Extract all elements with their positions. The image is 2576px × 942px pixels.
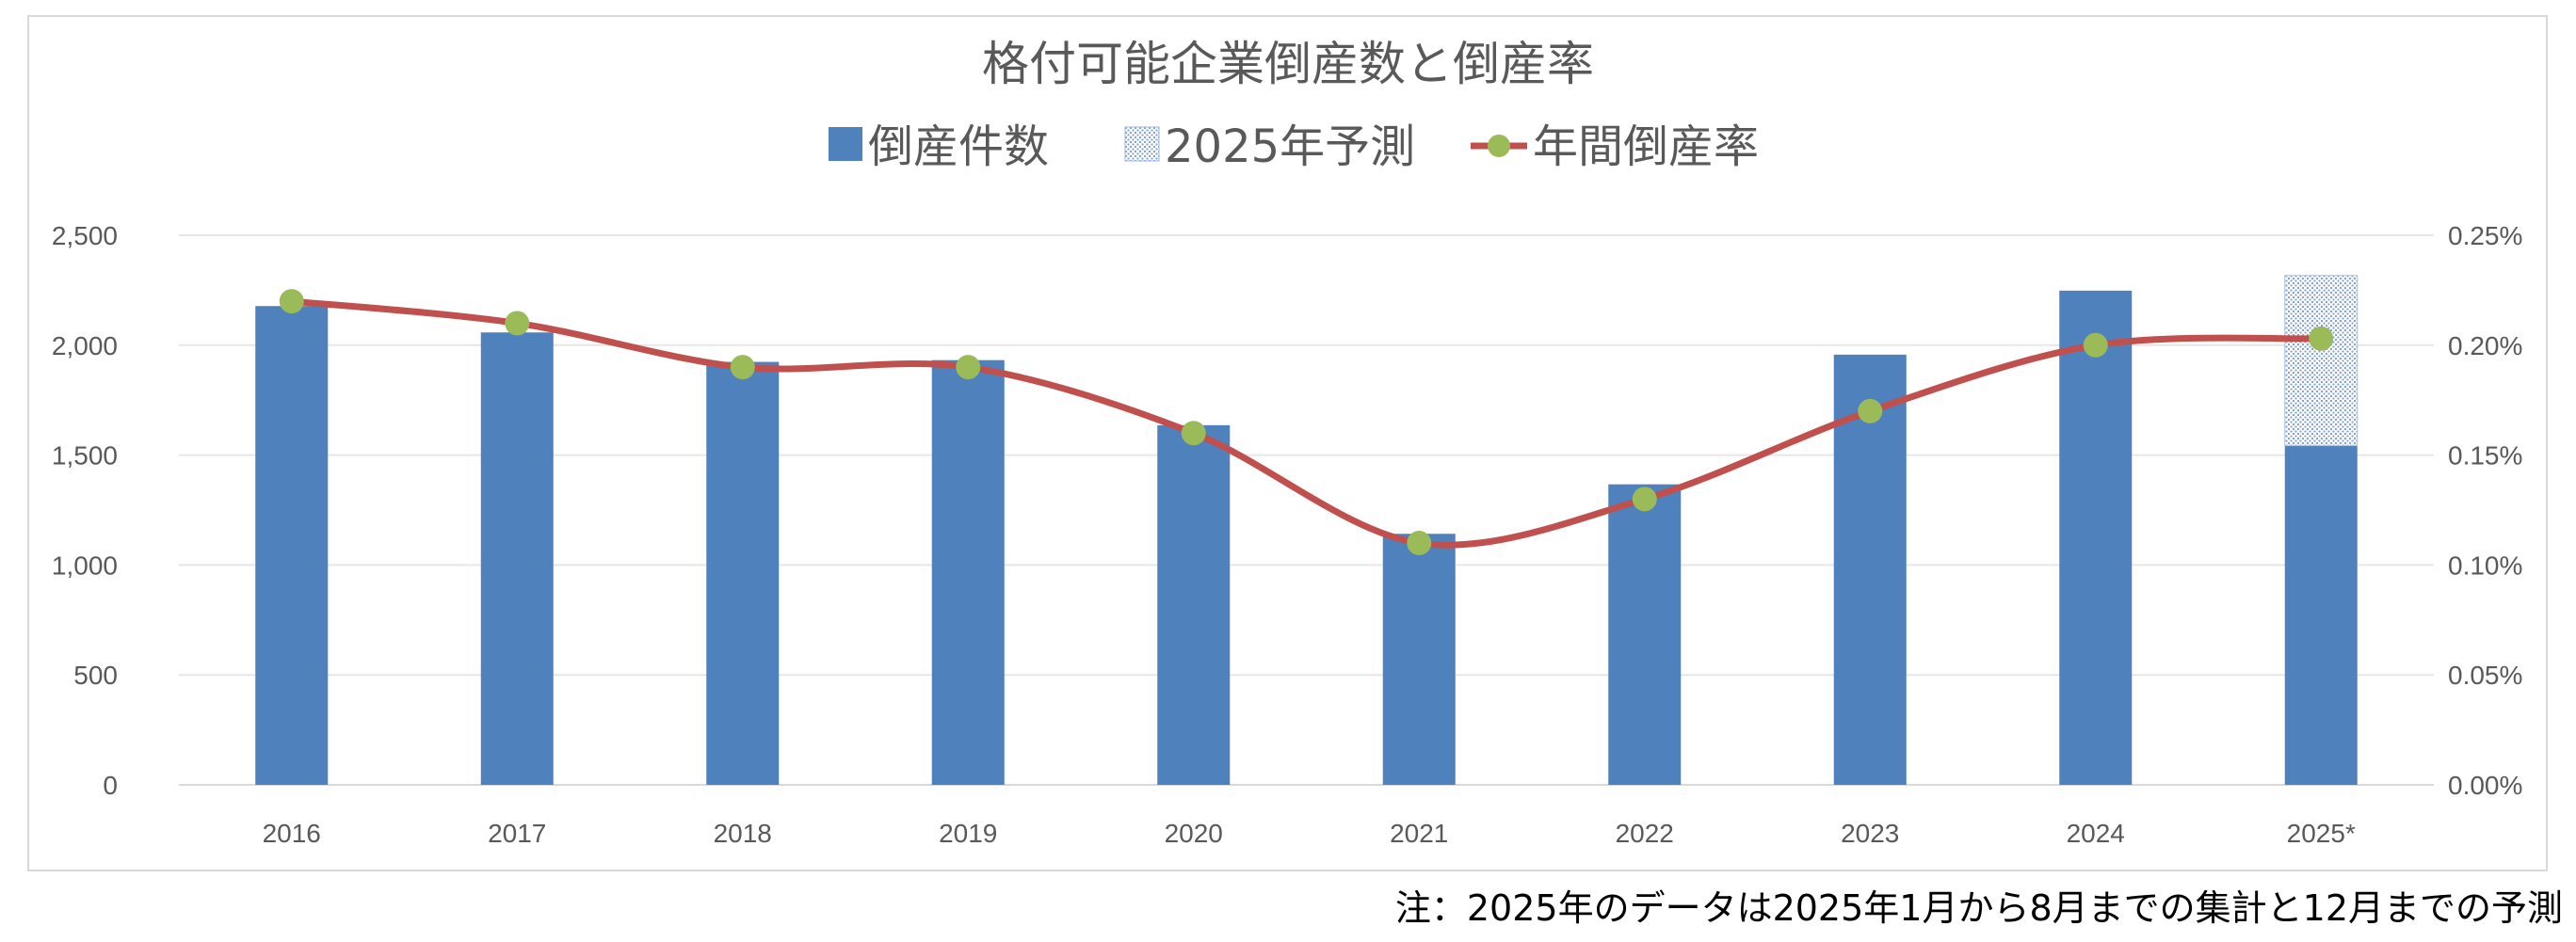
bar-2017 [480,332,554,785]
legend-label-forecast: 2025年予測 [1165,120,1415,173]
legend: 倒産件数 2025年予測 年間倒産率 [829,120,1759,173]
x-tick-label: 2022 [1616,819,1674,848]
rate-marker-2018 [730,355,755,380]
y-left-tick-label: 2,000 [52,331,118,360]
bar-2021 [1382,534,1456,785]
y-left-tick-label: 500 [73,661,118,690]
x-tick-label: 2019 [939,819,997,848]
y-right-tick-label: 0.25% [2448,221,2522,250]
y-right-tick-label: 0.20% [2448,331,2522,360]
y-right-tick-label: 0.10% [2448,551,2522,580]
rate-marker-2022 [1632,487,1657,512]
y-right-tick-label: 0.00% [2448,771,2522,800]
forecast-bar-2025* [2284,275,2359,447]
y-left-tick-label: 0 [103,771,118,800]
rate-marker-2019 [956,355,981,380]
bar-2025* [2284,445,2358,785]
y-left-tick-label: 1,500 [52,441,118,471]
bar-2022 [1608,484,1682,785]
legend-swatch-forecast [1124,126,1160,162]
legend-label-rate: 年間倒産率 [1533,120,1759,173]
y-left-tick-label: 2,500 [52,221,118,250]
legend-label-bankruptcies: 倒産件数 [868,120,1049,173]
y-left-tick-label: 1,000 [52,551,118,580]
y-right-tick-label: 0.05% [2448,661,2522,690]
y-right-tick-label: 0.15% [2448,441,2522,471]
chart-title: 格付可能企業倒産数と倒産率 [982,37,1594,91]
rate-marker-2021 [1407,531,1432,556]
bar-2020 [1157,424,1231,785]
x-tick-label: 2016 [263,819,321,848]
rate-marker-2017 [505,311,530,336]
bar-2019 [931,359,1005,785]
bar-2023 [1833,354,1907,785]
bar-2016 [255,306,329,785]
rate-line [288,297,2325,549]
bar-2024 [2059,290,2133,785]
rate-marker-2024 [2083,332,2108,358]
x-tick-label: 2021 [1390,819,1448,848]
bar-2018 [706,361,780,785]
footnote: 注：2025年のデータは2025年1月から8月までの集計と12月までの予測 [1395,887,2563,929]
rate-marker-2023 [1858,398,1883,423]
x-tick-label: 2020 [1165,819,1223,848]
x-tick-label: 2023 [1841,819,1899,848]
rate-marker-2020 [1181,421,1206,446]
x-tick-label: 2018 [714,819,772,848]
rate-marker-2016 [279,289,304,314]
x-tick-label: 2025* [2287,819,2356,848]
x-tick-label: 2017 [488,819,546,848]
rate-marker-2025* [2309,326,2334,351]
x-tick-label: 2024 [2067,819,2125,848]
legend-marker-rate [1488,135,1510,157]
legend-swatch-bankruptcies [829,127,862,161]
